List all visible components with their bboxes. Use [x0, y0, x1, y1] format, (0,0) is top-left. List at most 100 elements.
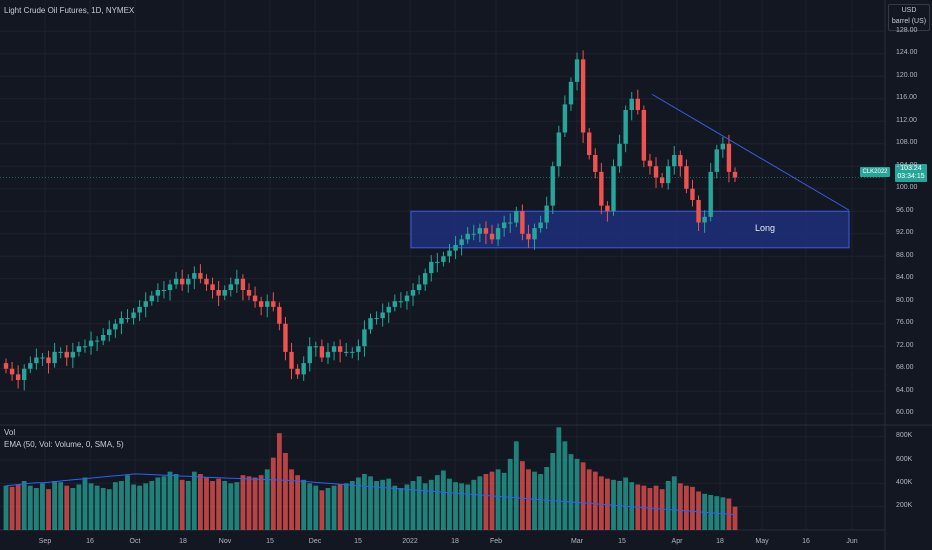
- candle-body: [137, 306, 142, 313]
- candle-body: [198, 273, 203, 279]
- volume-bar: [46, 489, 51, 530]
- volume-bar: [276, 433, 282, 530]
- volume-bar: [185, 481, 191, 530]
- volume-bar: [94, 485, 100, 530]
- candle-body: [356, 346, 361, 352]
- price-tick-label: 80.00: [896, 296, 914, 304]
- volume-bar: [173, 474, 179, 530]
- volume-bar: [519, 461, 525, 530]
- long-zone-label: Long: [755, 223, 776, 233]
- candle-body: [119, 318, 124, 324]
- candle-body: [556, 132, 562, 167]
- candle-body: [331, 346, 337, 352]
- candle-body: [240, 278, 246, 290]
- volume-bar: [410, 481, 416, 530]
- last-price-tag: 103.24 03:34:15: [895, 164, 927, 182]
- candle-body: [580, 59, 586, 133]
- volume-bar: [441, 470, 446, 530]
- volume-bar: [58, 482, 64, 530]
- time-tick-label: Jun: [846, 538, 858, 545]
- price-tick-label: 104.00: [896, 161, 918, 169]
- volume-bar: [307, 483, 313, 530]
- candle-body: [538, 222, 543, 229]
- candle-body: [720, 143, 726, 150]
- volume-bar: [270, 457, 276, 530]
- candle-body: [544, 205, 549, 223]
- candle-body: [70, 351, 76, 358]
- volume-bar: [319, 490, 325, 530]
- candle-body: [653, 166, 659, 178]
- volume-tick-label: 800K: [896, 432, 913, 440]
- price-tick-label: 96.00: [896, 206, 914, 214]
- volume-bar: [240, 475, 246, 530]
- volume-bar: [374, 481, 379, 530]
- unit-label: barrel (US): [891, 18, 927, 25]
- symbol-tag: CLK2022: [860, 167, 890, 177]
- candle-body: [28, 363, 33, 369]
- volume-tick-label: 200K: [896, 502, 913, 510]
- volume-bar: [684, 485, 689, 530]
- long-zone-rect: [410, 210, 850, 249]
- price-tick-label: 112.00: [896, 116, 917, 124]
- volume-bar: [40, 483, 45, 530]
- candle-body: [599, 171, 604, 206]
- time-tick-label: 15: [266, 538, 274, 545]
- volume-bar: [33, 488, 39, 530]
- volume-bar: [252, 477, 258, 530]
- candle-body: [113, 323, 118, 330]
- volume-bar: [27, 485, 33, 530]
- volume-bar: [586, 469, 592, 530]
- volume-bar: [568, 454, 574, 530]
- candle-body: [441, 256, 446, 262]
- volume-bar: [15, 484, 21, 530]
- candle-body: [678, 155, 683, 167]
- volume-bar: [380, 479, 386, 530]
- currency-unit-selector[interactable]: USD barrel (US): [888, 4, 930, 31]
- candle-body: [362, 329, 367, 347]
- candle-body: [386, 306, 391, 313]
- price-tick-label: 100.00: [896, 184, 918, 192]
- candle-body: [15, 374, 21, 380]
- candle-body: [186, 278, 191, 285]
- chart-title: Light Crude Oil Futures, 1D, NYMEX: [4, 6, 135, 15]
- volume-bar: [179, 479, 185, 530]
- candle-body: [131, 312, 136, 319]
- candle-body: [325, 351, 331, 358]
- volume-bar: [574, 458, 580, 530]
- candle-body: [665, 166, 671, 184]
- time-tick-label: May: [755, 538, 769, 545]
- candle-body: [635, 98, 640, 110]
- volume-bar: [550, 453, 556, 530]
- candle-body: [410, 290, 416, 296]
- volume-bar: [191, 471, 197, 530]
- volume-bar: [732, 506, 738, 530]
- volume-bar: [301, 479, 307, 530]
- volume-bar: [167, 471, 173, 530]
- candle-body: [22, 368, 27, 380]
- candle-body: [155, 290, 161, 296]
- candle-body: [514, 211, 519, 223]
- volume-bar: [76, 484, 82, 530]
- candle-body: [587, 132, 592, 155]
- time-tick-label: Nov: [218, 538, 232, 545]
- volume-bar: [143, 483, 149, 530]
- time-tick-label: Feb: [489, 538, 503, 545]
- volume-bar: [137, 485, 143, 530]
- time-tick-label: 16: [86, 538, 94, 545]
- candle-body: [550, 166, 555, 206]
- candle-body: [708, 171, 713, 217]
- price-tick-label: 64.00: [896, 386, 914, 394]
- volume-bar: [234, 482, 240, 530]
- volume-bar: [198, 474, 203, 530]
- candle-body: [350, 351, 355, 353]
- time-tick-label: 18: [716, 538, 724, 545]
- candle-body: [629, 98, 634, 110]
- candle-body: [246, 290, 252, 296]
- volume-bar: [325, 488, 331, 530]
- price-tick-label: 88.00: [896, 251, 914, 259]
- candle-body: [40, 357, 45, 359]
- last-price-value: 103.24: [900, 165, 922, 172]
- volume-bar: [629, 482, 635, 530]
- candle-body: [508, 222, 513, 224]
